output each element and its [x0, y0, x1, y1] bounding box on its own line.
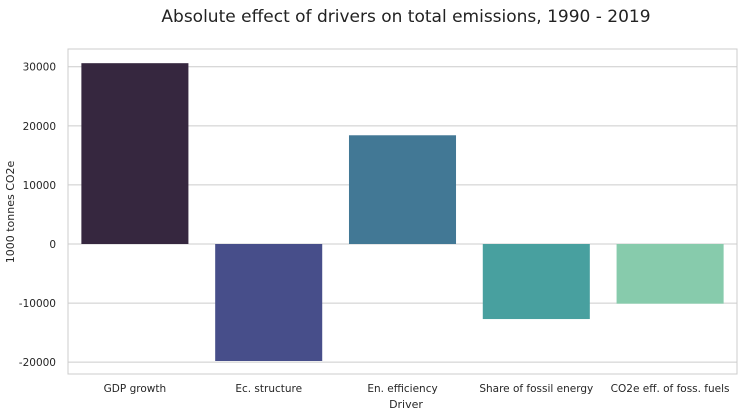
bar	[215, 244, 323, 361]
x-tick-label: Share of fossil energy	[479, 383, 593, 395]
bar	[348, 135, 457, 244]
y-tick-label: -10000	[19, 298, 56, 310]
bar	[482, 244, 590, 320]
bars	[81, 63, 724, 361]
x-tick-label: Ec. structure	[235, 383, 302, 395]
y-tick-label: 0	[49, 239, 56, 251]
chart-title: Absolute effect of drivers on total emis…	[161, 7, 650, 27]
bar	[81, 63, 189, 244]
y-tick-labels: -20000 -10000 0 10000 20000 30000	[19, 62, 56, 369]
y-tick-label: 30000	[23, 62, 56, 74]
x-axis-label: Driver	[389, 398, 423, 411]
y-tick-label: 20000	[23, 121, 56, 133]
x-tick-label: En. efficiency	[367, 383, 437, 395]
y-axis-label: 1000 tonnes CO2e	[4, 160, 17, 263]
x-tick-labels: GDP growth Ec. structure En. efficiency Sha…	[104, 383, 730, 395]
x-tick-label: CO2e eff. of foss. fuels	[611, 383, 730, 395]
x-tick-label: GDP growth	[104, 383, 166, 395]
y-tick-label: -20000	[19, 357, 56, 369]
plot-frame	[67, 48, 738, 375]
y-tick-label: 10000	[23, 180, 56, 192]
bar	[616, 244, 724, 304]
